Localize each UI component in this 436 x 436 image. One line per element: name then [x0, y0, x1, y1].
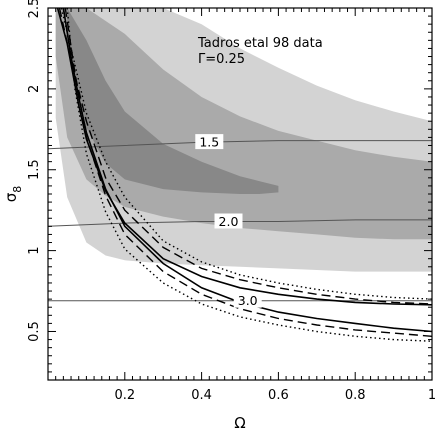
contour-label-3.0: 3.0: [238, 293, 258, 308]
curve-solid-0: [56, 8, 432, 306]
region-inner: [67, 8, 279, 194]
curve-dotted-4: [60, 8, 432, 300]
tick-labels: 0.2 0.4 0.6 0.8 1 0.5 1 1.5 2 2.5: [27, 0, 436, 403]
contour-label-1.5: 1.5: [199, 135, 219, 150]
y-tick-label: 2: [27, 85, 42, 93]
x-tick-label: 1: [428, 388, 436, 403]
curve-dashed-2: [58, 8, 432, 305]
annotation-gamma: Γ=0.25: [198, 52, 245, 67]
x-tick-label: 0.4: [191, 388, 212, 403]
x-tick-label: 0.6: [268, 388, 289, 403]
y-axis-title: σ8: [2, 186, 24, 203]
y-axis-title-sub: 8: [11, 186, 24, 193]
svg-text:σ8: σ8: [2, 186, 24, 203]
contour-labels: 1.5 2.0 3.0: [195, 134, 262, 308]
contour-label-bg-3.0: [233, 292, 262, 308]
y-axis-title-main: σ: [2, 192, 20, 202]
x-tick-label: 0.2: [114, 388, 135, 403]
y-tick-label: 1.5: [27, 159, 42, 180]
x-axis-title: Ω: [234, 414, 245, 432]
contour-line-1.5: [48, 140, 432, 150]
curve-solid-1: [62, 8, 432, 333]
contour-label-bg-2.0: [214, 213, 243, 229]
curve-dashed-3: [64, 8, 432, 337]
model-curves: [56, 8, 432, 342]
y-tick-label: 1: [27, 246, 42, 254]
contour-label-bg-1.5: [195, 134, 224, 150]
y-tick-label: 0.5: [27, 321, 42, 342]
confidence-regions: [55, 8, 432, 272]
annotation-data-source: Tadros etal 98 data: [197, 36, 323, 51]
axis-ticks: [47, 7, 433, 381]
contour-label-2.0: 2.0: [219, 214, 239, 229]
y-tick-label: 2.5: [27, 0, 42, 18]
x-tick-label: 0.8: [345, 388, 366, 403]
